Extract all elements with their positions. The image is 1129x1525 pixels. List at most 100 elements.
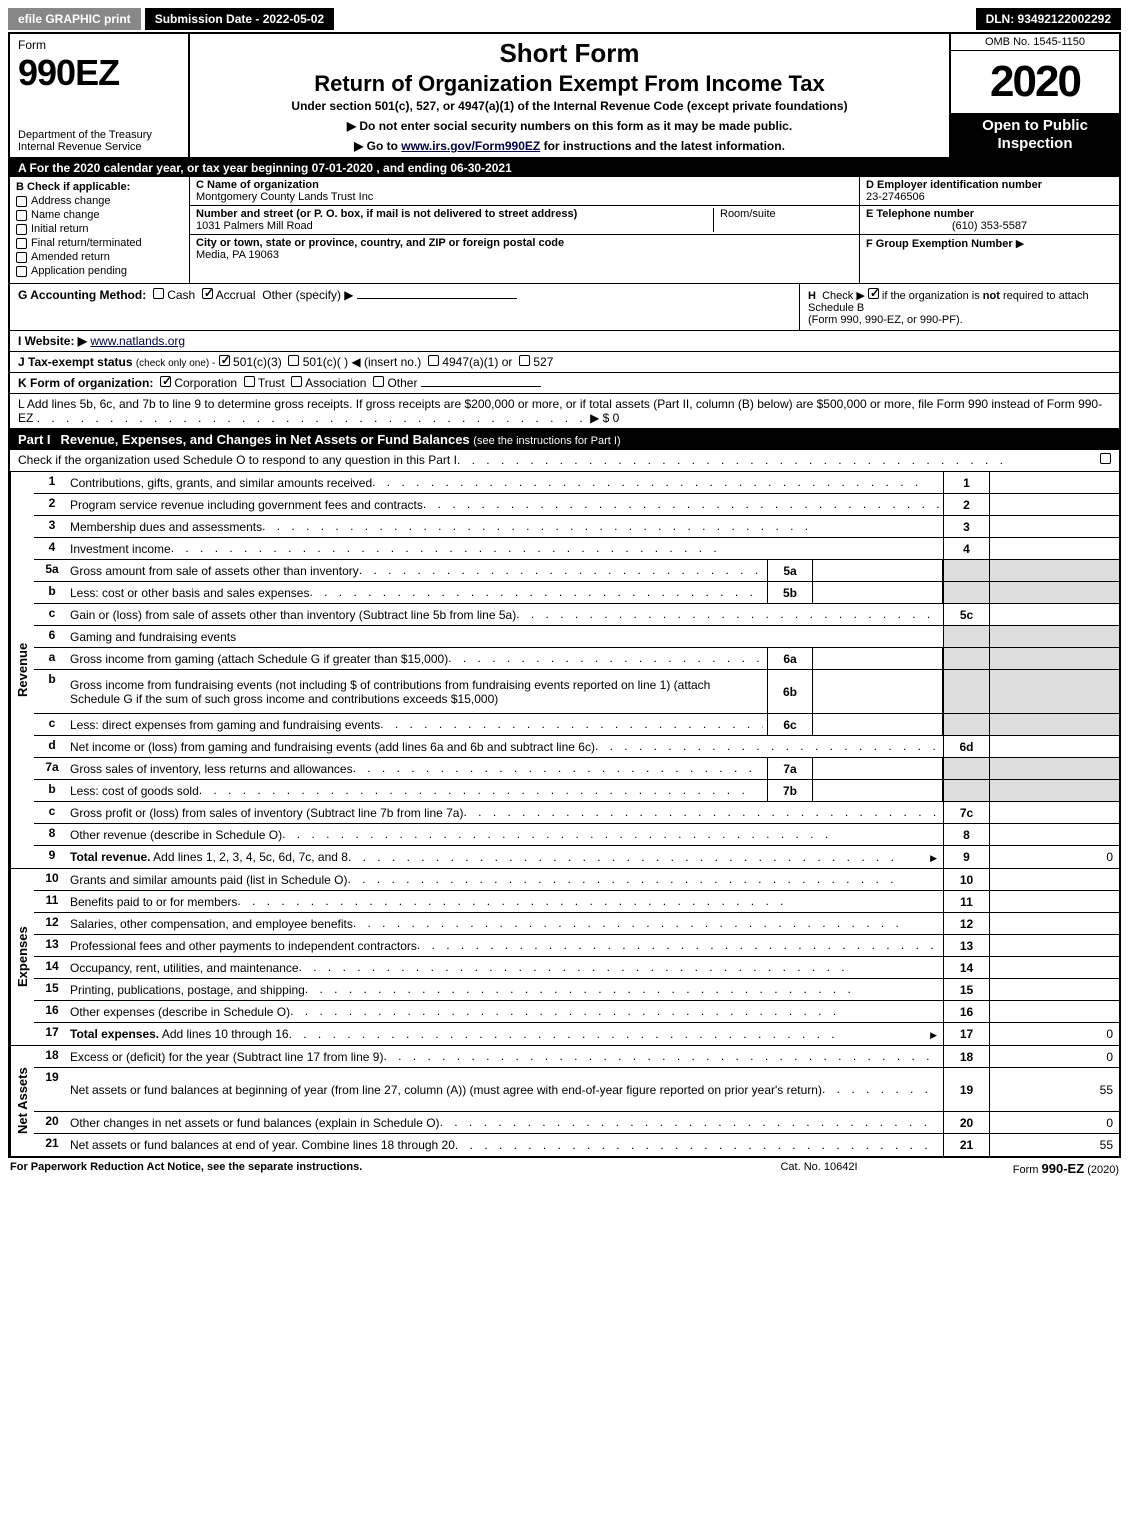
table-row: 12Salaries, other compensation, and empl… [34, 913, 1119, 935]
right-line-value [989, 538, 1119, 559]
right-line-value [989, 824, 1119, 845]
checkbox-icon[interactable] [288, 355, 299, 366]
line-number: 20 [34, 1112, 70, 1133]
g-cash: Cash [167, 288, 195, 302]
city-value: Media, PA 19063 [196, 249, 564, 261]
table-row: 5aGross amount from sale of assets other… [34, 560, 1119, 582]
table-row: bGross income from fundraising events (n… [34, 670, 1119, 714]
other-specify-input[interactable] [357, 298, 517, 299]
footer-form-bold: 990-EZ [1042, 1161, 1085, 1176]
table-row: 3Membership dues and assessments3 [34, 516, 1119, 538]
table-row: bLess: cost of goods sold7b [34, 780, 1119, 802]
page-footer: For Paperwork Reduction Act Notice, see … [8, 1158, 1121, 1176]
chk-label: Final return/terminated [31, 237, 142, 249]
k-trust: Trust [258, 376, 285, 390]
department-label: Department of the Treasury Internal Reve… [18, 129, 180, 153]
line-description: Net income or (loss) from gaming and fun… [70, 736, 943, 757]
table-row: 11Benefits paid to or for members11 [34, 891, 1119, 913]
omb-number: OMB No. 1545-1150 [951, 34, 1119, 51]
table-row: cGain or (loss) from sale of assets othe… [34, 604, 1119, 626]
chk-name-change[interactable]: Name change [16, 209, 183, 221]
table-row: 18Excess or (deficit) for the year (Subt… [34, 1046, 1119, 1068]
telephone-label: E Telephone number [866, 208, 1113, 220]
line-description: Less: cost of goods sold [70, 780, 767, 801]
line-description: Net assets or fund balances at beginning… [70, 1068, 943, 1111]
chk-label: Application pending [31, 265, 127, 277]
checkbox-icon[interactable] [519, 355, 530, 366]
checkbox-checked-icon[interactable] [202, 288, 213, 299]
line-description: Investment income [70, 538, 943, 559]
right-line-ref: 10 [943, 869, 989, 890]
right-line-value: 0 [989, 1046, 1119, 1067]
chk-initial-return[interactable]: Initial return [16, 223, 183, 235]
right-line-ref: 7c [943, 802, 989, 823]
chk-address-change[interactable]: Address change [16, 195, 183, 207]
website-link[interactable]: www.natlands.org [90, 334, 185, 348]
right-line-value: 55 [989, 1134, 1119, 1156]
checkbox-icon[interactable] [373, 376, 384, 387]
checkbox-icon[interactable] [428, 355, 439, 366]
checkbox-icon[interactable] [1100, 453, 1111, 464]
line-number: 14 [34, 957, 70, 978]
checkbox-checked-icon[interactable] [160, 376, 171, 387]
table-row: 2Program service revenue including gover… [34, 494, 1119, 516]
line-description: Membership dues and assessments [70, 516, 943, 537]
j-4947: 4947(a)(1) or [442, 355, 512, 369]
org-name-row: C Name of organization Montgomery County… [190, 177, 859, 206]
chk-amended-return[interactable]: Amended return [16, 251, 183, 263]
j-527: 527 [533, 355, 553, 369]
h-schedule-b: H Check ▶ if the organization is not req… [799, 284, 1119, 330]
checkbox-icon [16, 210, 27, 221]
checkbox-checked-icon[interactable] [219, 355, 230, 366]
chk-application-pending[interactable]: Application pending [16, 265, 183, 277]
group-exemption-row: F Group Exemption Number ▶ [860, 235, 1119, 283]
table-row: bLess: cost or other basis and sales exp… [34, 582, 1119, 604]
checkbox-icon[interactable] [244, 376, 255, 387]
under-section: Under section 501(c), 527, or 4947(a)(1)… [200, 99, 939, 113]
col-b-header: B Check if applicable: [16, 181, 183, 193]
k-other-input[interactable] [421, 386, 541, 387]
shaded-cell [989, 758, 1119, 779]
table-row: 7aGross sales of inventory, less returns… [34, 758, 1119, 780]
k-corp: Corporation [174, 376, 237, 390]
irs-link[interactable]: www.irs.gov/Form990EZ [401, 139, 540, 153]
g-accrual: Accrual [216, 288, 256, 302]
table-row: 9Total revenue. Add lines 1, 2, 3, 4, 5c… [34, 846, 1119, 868]
mid-line-value [813, 560, 943, 581]
j-sub: (check only one) - [136, 358, 215, 369]
checkbox-icon[interactable] [291, 376, 302, 387]
line-description: Less: direct expenses from gaming and fu… [70, 714, 767, 735]
mid-line-ref: 7b [767, 780, 813, 801]
right-line-ref: 9 [943, 846, 989, 868]
row-k-form-org: K Form of organization: Corporation Trus… [10, 373, 1119, 394]
mid-line-value [813, 780, 943, 801]
right-line-ref: 16 [943, 1001, 989, 1022]
table-row: aGross income from gaming (attach Schedu… [34, 648, 1119, 670]
shaded-cell [943, 626, 989, 647]
efile-print-button[interactable]: efile GRAPHIC print [8, 8, 141, 30]
right-line-value: 0 [989, 1023, 1119, 1045]
mid-line-value [813, 714, 943, 735]
k-assoc: Association [305, 376, 366, 390]
chk-final-return[interactable]: Final return/terminated [16, 237, 183, 249]
dept-irs: Internal Revenue Service [18, 141, 180, 153]
ein-value: 23-2746506 [866, 191, 1113, 203]
line-description: Gross income from gaming (attach Schedul… [70, 648, 767, 669]
checkbox-icon[interactable] [153, 288, 164, 299]
line-description: Gain or (loss) from sale of assets other… [70, 604, 943, 625]
row-j-tax-exempt: J Tax-exempt status (check only one) - 5… [10, 352, 1119, 373]
expenses-section: Expenses 10Grants and similar amounts pa… [10, 869, 1119, 1046]
dept-treasury: Department of the Treasury [18, 129, 180, 141]
footer-left: For Paperwork Reduction Act Notice, see … [10, 1161, 719, 1176]
mid-line-ref: 6a [767, 648, 813, 669]
mid-line-value [813, 648, 943, 669]
checkbox-checked-icon[interactable] [868, 288, 879, 299]
line-number: 4 [34, 538, 70, 559]
revenue-section: Revenue 1Contributions, gifts, grants, a… [10, 472, 1119, 869]
right-line-value: 0 [989, 1112, 1119, 1133]
g-label: G Accounting Method: [18, 288, 146, 302]
goto-suffix: for instructions and the latest informat… [540, 139, 785, 153]
line-description: Contributions, gifts, grants, and simila… [70, 472, 943, 493]
mid-line-ref: 7a [767, 758, 813, 779]
right-line-value [989, 913, 1119, 934]
